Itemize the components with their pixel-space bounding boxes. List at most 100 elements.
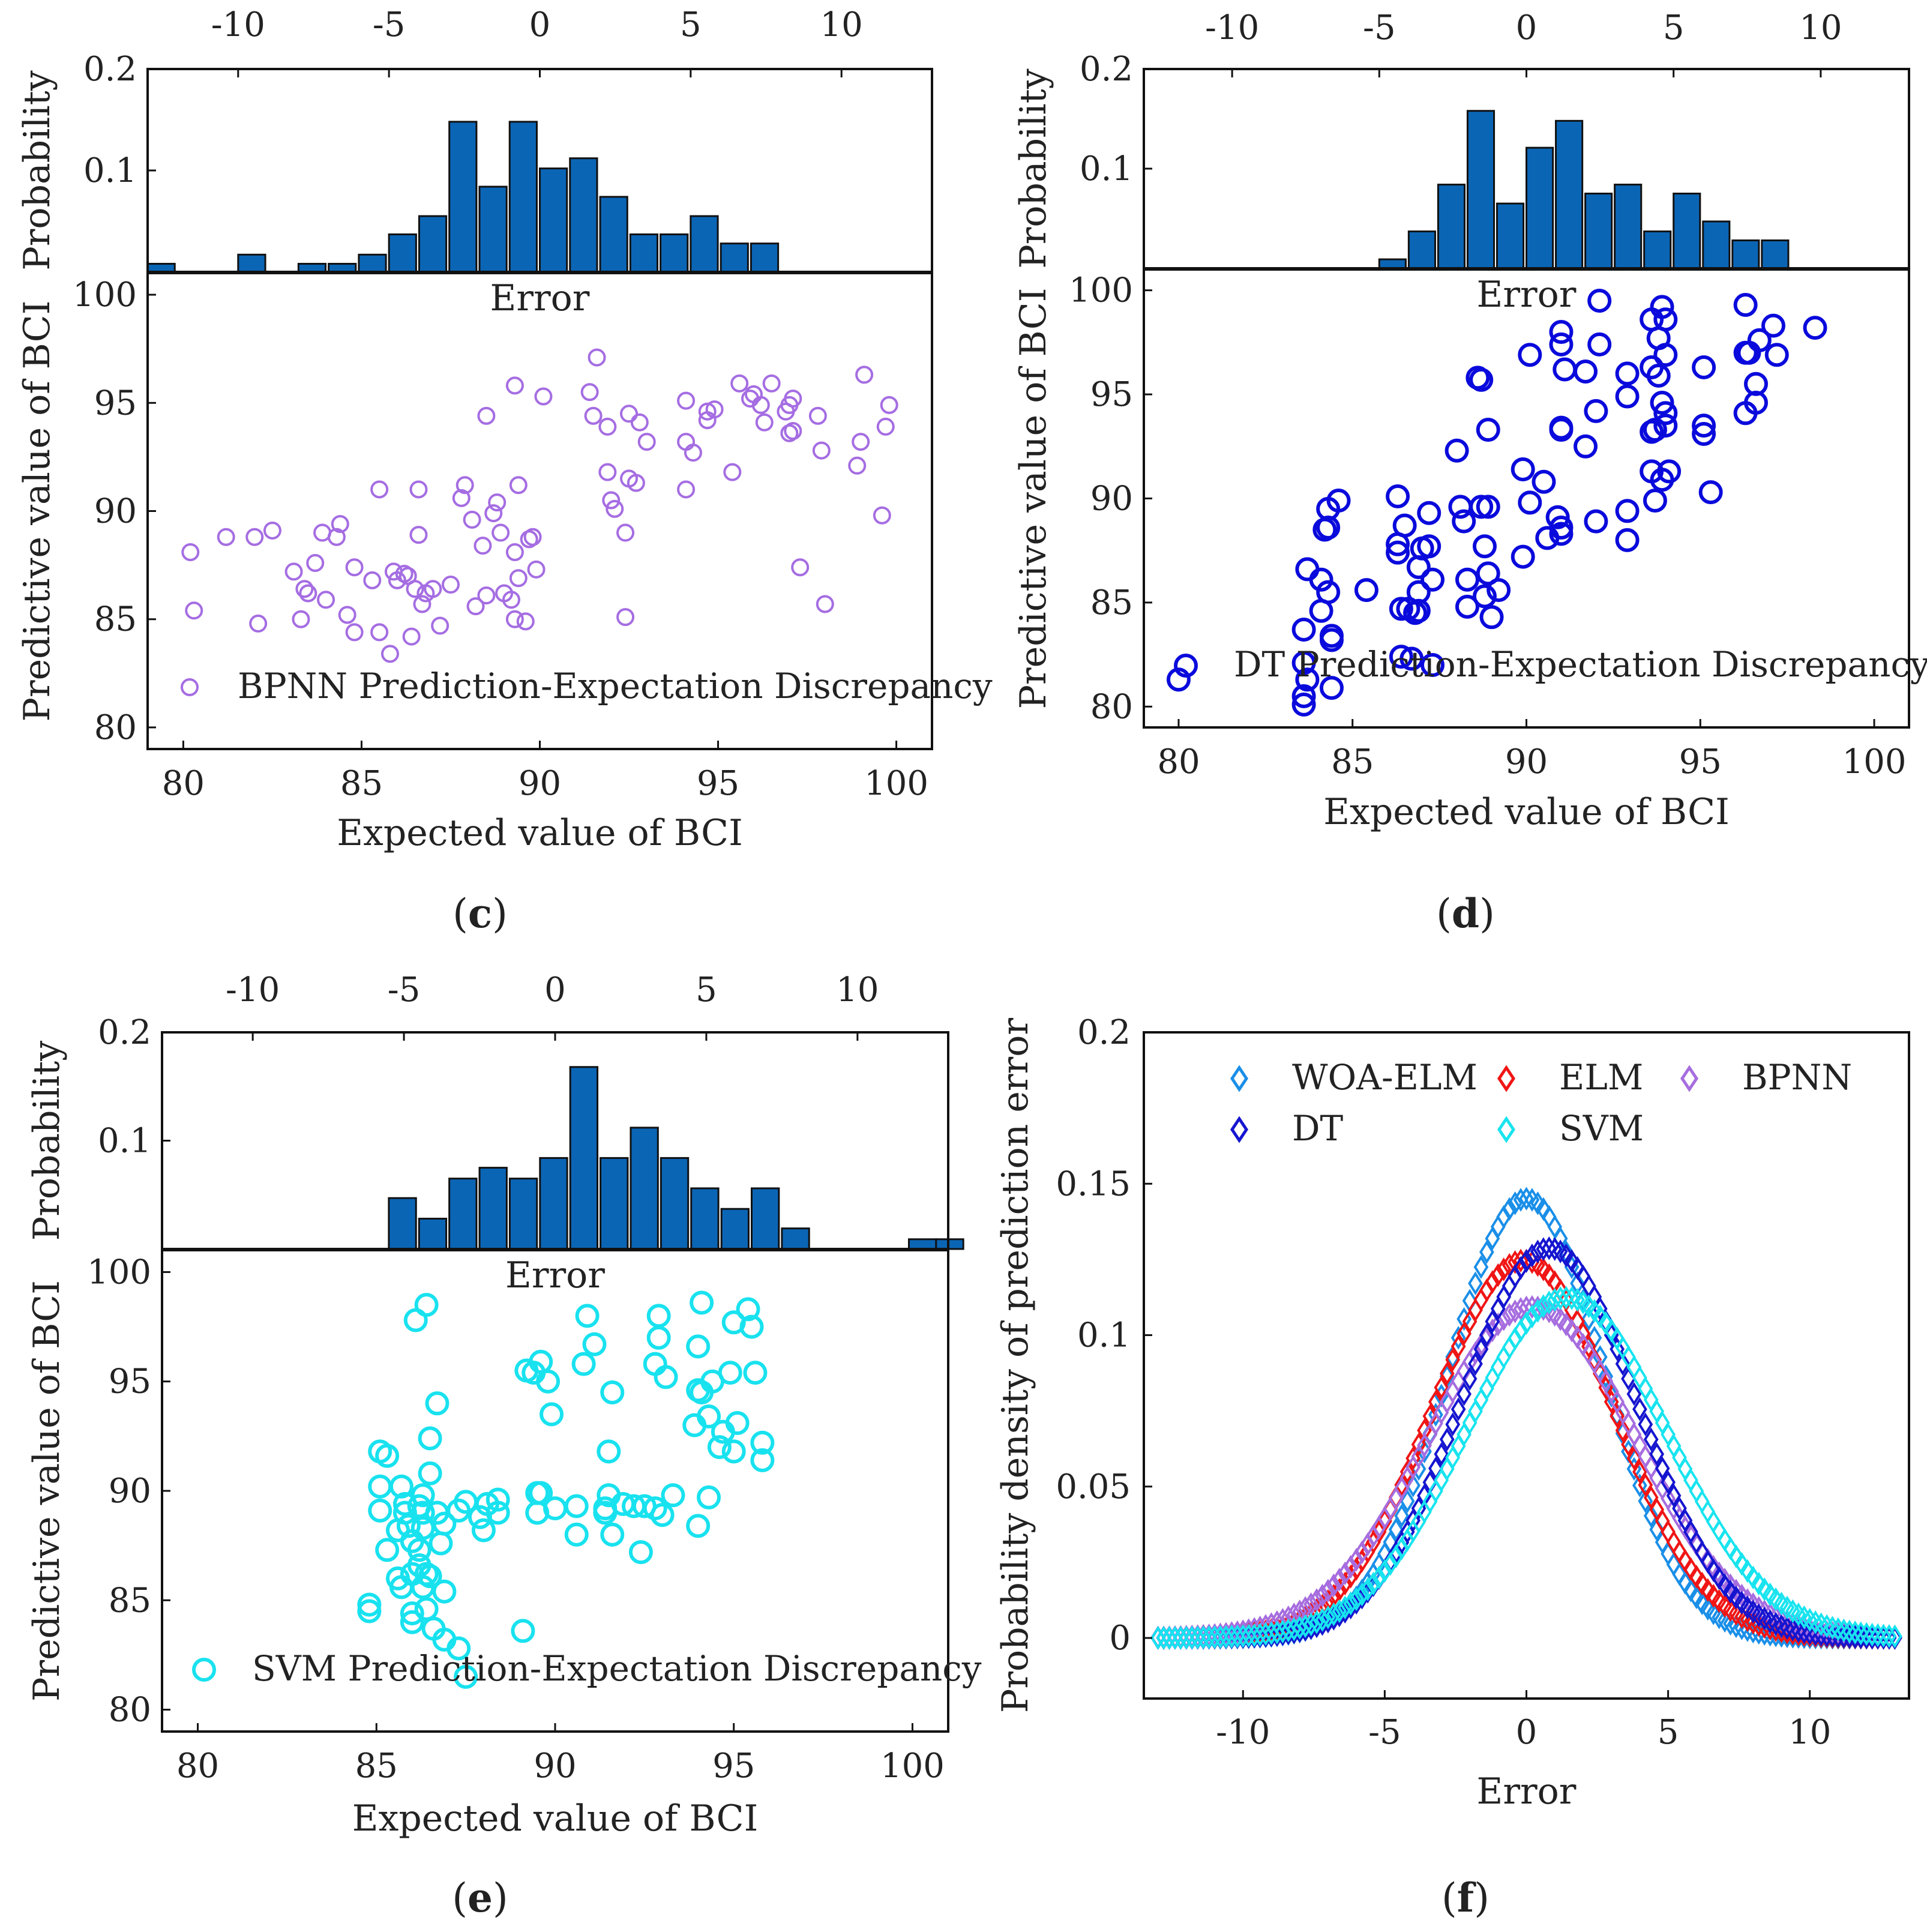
hist-bar <box>630 1127 659 1250</box>
scatter-point <box>477 586 496 605</box>
legend-marker <box>1680 1065 1699 1092</box>
density-marker <box>1445 1412 1461 1437</box>
scatter-point <box>762 374 781 393</box>
density-marker <box>1513 1256 1529 1280</box>
scatter-point <box>627 474 645 492</box>
density-marker <box>1337 1571 1353 1596</box>
density-marker <box>1405 1473 1420 1497</box>
scatter-point <box>686 1514 711 1538</box>
scatter-x-tick-label: 100 <box>864 764 928 803</box>
scatter-point <box>1291 684 1316 708</box>
density-marker <box>1173 1625 1188 1650</box>
scatter-point <box>1469 367 1494 392</box>
scatter-point <box>1615 528 1640 552</box>
hist-bar <box>600 1157 629 1250</box>
scatter-point <box>1479 605 1504 630</box>
density-marker <box>1462 1367 1478 1391</box>
scatter-point <box>1309 567 1333 592</box>
hist-bar <box>358 253 387 273</box>
scatter-point <box>677 391 696 410</box>
scatter-point <box>1166 667 1191 692</box>
density-marker <box>1519 1249 1534 1273</box>
hist-bar <box>508 121 538 273</box>
scatter-point <box>357 1599 382 1624</box>
scatter-point <box>400 1610 424 1634</box>
scatter-point <box>598 417 617 436</box>
scatter-point <box>1452 509 1476 534</box>
scatter-point <box>1291 692 1316 717</box>
hist-top-tick-label: 10 <box>836 971 879 1010</box>
density-marker <box>1281 1621 1296 1645</box>
scatter-point <box>441 576 460 594</box>
scatter-point <box>1291 651 1316 675</box>
hist-bar <box>1673 193 1701 269</box>
scatter-point <box>511 1619 535 1643</box>
scatter-point <box>707 1435 732 1460</box>
density-x-tick-label: 10 <box>1788 1713 1831 1752</box>
density-marker <box>1632 1397 1647 1421</box>
scatter-point <box>725 1410 750 1435</box>
scatter-point <box>432 1579 457 1604</box>
legend-marker <box>181 678 199 696</box>
hist-xlabel: Error <box>490 277 590 319</box>
scatter-point <box>1653 401 1678 426</box>
density-marker <box>1218 1625 1234 1649</box>
density-marker <box>1490 1263 1506 1287</box>
scatter-point <box>380 645 399 663</box>
scatter-point <box>1584 399 1608 423</box>
scatter-point <box>646 1304 671 1328</box>
hist-bar <box>1466 110 1496 269</box>
scatter-point <box>588 348 606 367</box>
scatter-point <box>516 612 535 631</box>
scatter-point <box>454 1664 478 1689</box>
scatter-point <box>509 569 528 588</box>
scatter-point <box>606 499 624 518</box>
scatter-point <box>784 390 802 408</box>
legend-marker <box>1497 1065 1516 1092</box>
scatter-point <box>1643 418 1667 442</box>
density-marker <box>1297 1618 1313 1642</box>
scatter-point <box>852 433 870 451</box>
scatter-point <box>1574 359 1598 384</box>
scatter-point <box>1319 676 1344 700</box>
scatter-point <box>1389 645 1413 669</box>
scatter-point <box>1532 469 1556 494</box>
hist-y-tick-label: 0.1 <box>1080 149 1133 188</box>
scatter-point <box>263 521 281 540</box>
density-marker <box>1643 1427 1659 1452</box>
density-marker <box>1434 1442 1449 1466</box>
scatter-point <box>575 1304 600 1328</box>
density-marker <box>1485 1310 1500 1334</box>
density-marker <box>1689 1585 1704 1610</box>
density-marker <box>1332 1599 1347 1624</box>
density-marker <box>1258 1622 1273 1646</box>
density-marker <box>1859 1622 1874 1646</box>
scatter-point <box>1518 343 1542 367</box>
scatter-point <box>409 526 428 544</box>
hist-y-tick-label: 0.2 <box>98 1013 151 1052</box>
scatter-x-tick-label: 85 <box>1331 742 1374 781</box>
scatter-point <box>534 387 553 406</box>
scatter-point <box>1650 295 1674 319</box>
scatter-y-tick-label: 80 <box>94 708 137 747</box>
scatter-y-tick-label: 95 <box>1090 375 1133 414</box>
density-marker <box>1292 1619 1308 1643</box>
hist-bar <box>539 1157 568 1250</box>
panel-label: (f) <box>1441 1874 1490 1921</box>
hist-top-tick-label: 0 <box>1516 8 1538 47</box>
scatter-y-tick-label: 100 <box>87 1253 151 1292</box>
hist-ylabel: Probability <box>16 70 58 270</box>
scatter-point <box>1747 328 1772 352</box>
hist-bar <box>1643 230 1672 269</box>
density-marker <box>1825 1616 1840 1640</box>
density-marker <box>1870 1625 1886 1650</box>
density-marker <box>1184 1625 1200 1650</box>
scatter-point <box>677 480 696 499</box>
legend-marker <box>192 1658 216 1682</box>
scatter-point <box>1476 418 1500 442</box>
scatter-point <box>661 1483 685 1508</box>
scatter-point <box>1615 499 1640 523</box>
hist-bar <box>297 262 327 273</box>
density-marker <box>1519 1311 1534 1335</box>
scatter-point <box>402 627 421 646</box>
